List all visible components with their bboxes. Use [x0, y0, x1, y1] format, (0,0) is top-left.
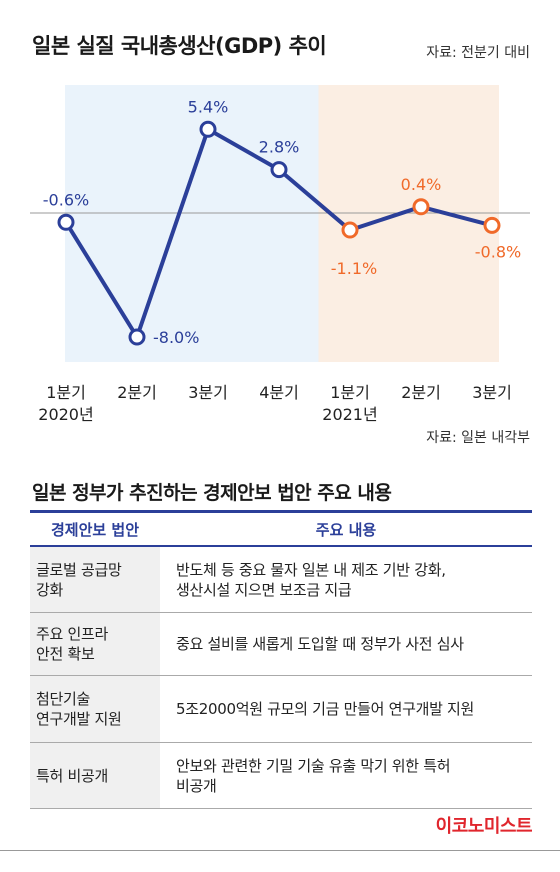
- data-source: 자료: 일본 내각부: [426, 430, 530, 446]
- data-point-marker: [270, 161, 288, 179]
- data-point-marker: [341, 221, 359, 239]
- content-cell: 안보와 관련한 기밀 기술 유출 막기 위한 특허 비공개: [160, 742, 532, 809]
- content-line: 생산시설 지으면 보조금 지급: [176, 580, 352, 599]
- content-line: 안보와 관련한 기밀 기술 유출 막기 위한 특허: [176, 756, 451, 775]
- content-line: 5조2000억원 규모의 기금 만들어 연구개발 지원: [176, 700, 475, 718]
- header-law: 경제안보 법안: [30, 511, 160, 547]
- x-tick-label: 4분기: [259, 383, 299, 402]
- table-title: 일본 정부가 추진하는 경제안보 법안 주요 내용: [32, 482, 392, 504]
- brand-logo-text: 이코노미스트: [435, 816, 533, 837]
- table-row: 글로벌 공급망 강화 반도체 등 중요 물자 일본 내 제조 기반 강화, 생산시설…: [30, 546, 532, 613]
- x-tick-label: 1분기: [330, 383, 370, 402]
- content-line: 반도체 등 중요 물자 일본 내 제조 기반 강화,: [176, 560, 446, 579]
- law-line: 안전 확보: [36, 645, 95, 663]
- law-line: 주요 인프라: [36, 625, 108, 643]
- data-point-marker: [57, 213, 75, 231]
- data-label: -1.1%: [331, 259, 377, 278]
- data-label: -8.0%: [153, 328, 199, 347]
- law-line: 첨단기술: [36, 690, 91, 708]
- data-point-marker: [483, 216, 501, 234]
- content-line: 비공개: [176, 776, 217, 795]
- x-tick-label: 2분기: [117, 383, 157, 402]
- table-header-row: 경제안보 법안 주요 내용: [30, 511, 532, 547]
- data-point-marker: [412, 198, 430, 216]
- law-line: 연구개발 지원: [36, 710, 122, 728]
- law-line: 특허 비공개: [36, 766, 108, 785]
- x-tick-label: 2분기: [401, 383, 441, 402]
- table-row: 특허 비공개 안보와 관련한 기밀 기술 유출 막기 위한 특허 비공개: [30, 742, 532, 809]
- data-point-marker: [128, 328, 146, 346]
- period-band-2020: [65, 85, 319, 362]
- header-content: 주요 내용: [160, 511, 532, 547]
- content-cell: 중요 설비를 새롭게 도입할 때 정부가 사전 심사: [160, 612, 532, 676]
- law-cell: 특허 비공개: [30, 742, 160, 809]
- data-label: -0.8%: [475, 242, 521, 261]
- content-line: 중요 설비를 새롭게 도입할 때 정부가 사전 심사: [176, 635, 464, 653]
- gdp-line-chart: -0.6% -8.0% 5.4% 2.8% -1.1% 0.4% -0.8% 1분기 2020년…: [30, 85, 530, 424]
- x-tick-label: 3분기: [188, 383, 228, 402]
- data-label: -0.6%: [43, 190, 89, 209]
- chart-title: 일본 실질 국내총생산(GDP) 추이: [32, 34, 327, 58]
- data-label: 5.4%: [188, 97, 229, 116]
- footer-divider: [0, 850, 560, 851]
- data-label: 0.4%: [401, 175, 442, 194]
- x-year-label: 2021년: [322, 405, 377, 424]
- x-tick-label: 1분기: [46, 383, 86, 402]
- law-line: 강화: [36, 580, 64, 599]
- data-label: 2.8%: [259, 138, 300, 157]
- law-cell: 글로벌 공급망 강화: [30, 546, 160, 613]
- x-tick-label: 3분기: [472, 383, 512, 402]
- content-cell: 5조2000억원 규모의 기금 만들어 연구개발 지원: [160, 675, 532, 743]
- data-point-marker: [199, 120, 217, 138]
- content-cell: 반도체 등 중요 물자 일본 내 제조 기반 강화, 생산시설 지으면 보조금 지…: [160, 546, 532, 613]
- x-year-label: 2020년: [38, 405, 93, 424]
- chart-source-note: 자료: 전분기 대비: [426, 45, 530, 61]
- law-line: 글로벌 공급망: [36, 560, 122, 579]
- policy-table: 경제안보 법안 주요 내용 글로벌 공급망 강화 반도체 등 중요 물자 일본 내…: [30, 510, 532, 809]
